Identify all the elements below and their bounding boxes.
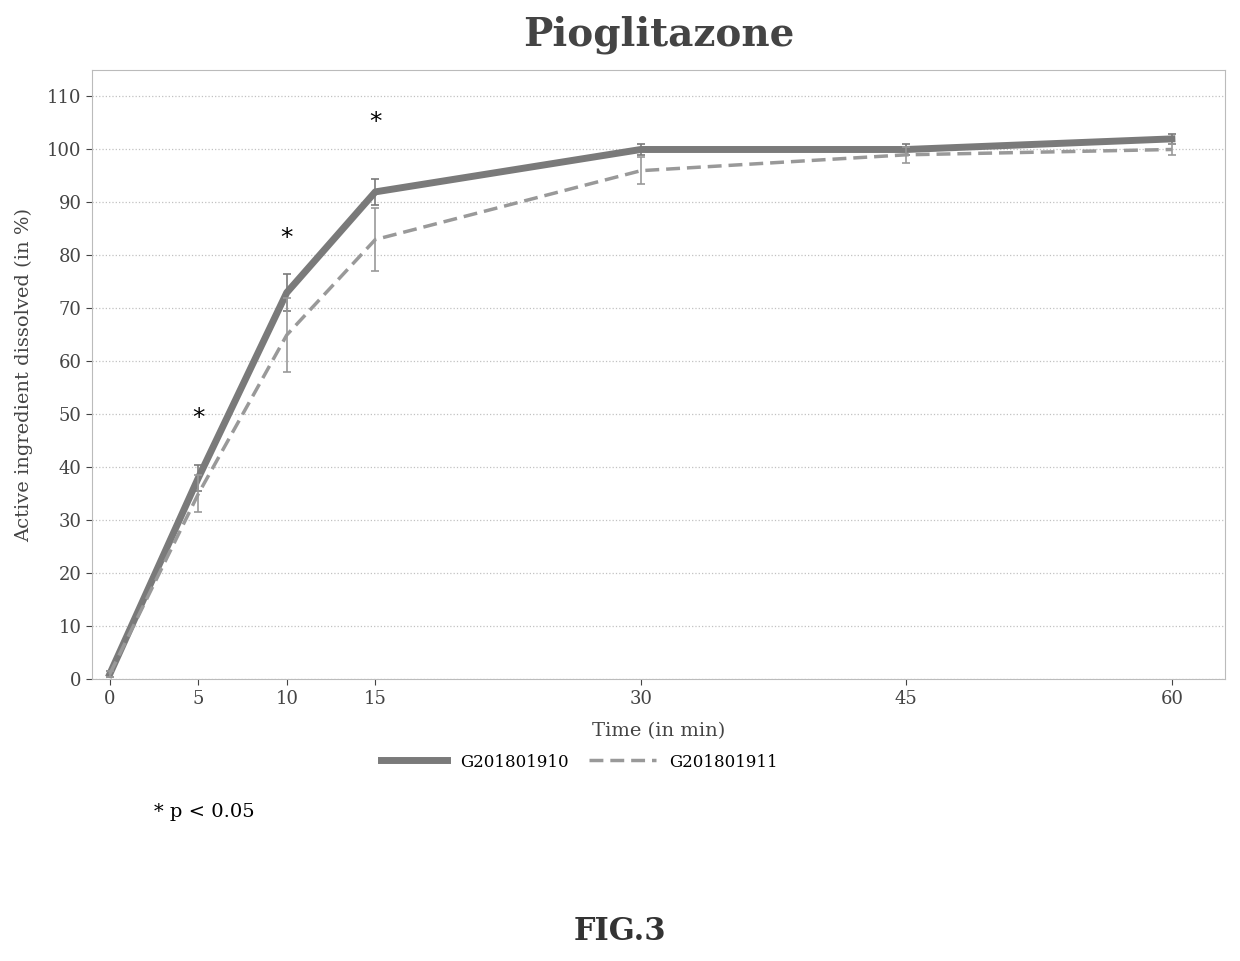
- X-axis label: Time (in min): Time (in min): [591, 722, 725, 740]
- Text: *: *: [192, 407, 205, 431]
- Text: *: *: [280, 226, 293, 250]
- Text: FIG.3: FIG.3: [574, 916, 666, 947]
- Legend: G201801910, G201801911: G201801910, G201801911: [374, 748, 785, 777]
- Y-axis label: Active ingredient dissolved (in %): Active ingredient dissolved (in %): [15, 208, 33, 542]
- Text: *: *: [370, 110, 382, 134]
- Title: Pioglitazone: Pioglitazone: [523, 15, 794, 54]
- Text: * p < 0.05: * p < 0.05: [154, 802, 255, 821]
